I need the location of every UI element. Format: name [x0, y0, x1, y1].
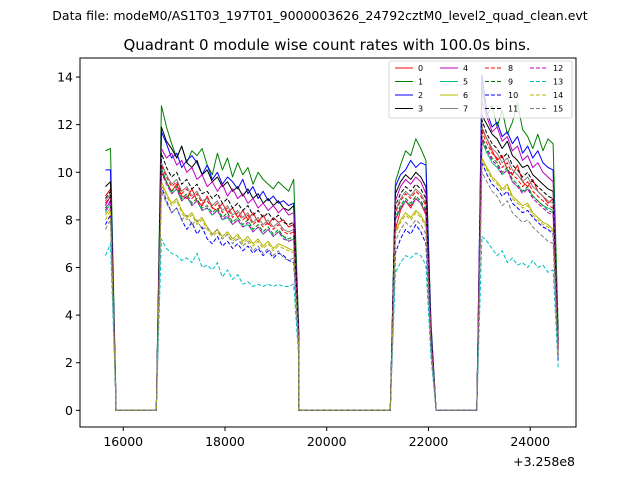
legend-frame [388, 60, 573, 119]
y-tick-label: 0 [65, 403, 73, 418]
axes-frame [79, 57, 577, 428]
y-tick-label: 6 [65, 260, 73, 275]
legend-label-12: 12 [553, 64, 563, 73]
x-axis: 16000 18000 20000 22000 24000 [103, 427, 550, 449]
x-tick-label: 22000 [409, 434, 449, 449]
x-tick-label: 24000 [510, 434, 550, 449]
series-line-11 [104, 119, 559, 411]
x-tick-label: 20000 [307, 434, 347, 449]
series-line-12 [104, 138, 559, 411]
series-line-13 [104, 236, 559, 411]
legend-label-6: 6 [463, 91, 468, 100]
legend-label-3: 3 [418, 105, 423, 114]
legend-label-10: 10 [508, 91, 518, 100]
legend-label-4: 4 [463, 64, 468, 73]
series-line-6 [104, 157, 559, 411]
y-tick-label: 10 [57, 165, 73, 180]
series-layer [104, 74, 559, 411]
legend-label-8: 8 [508, 64, 513, 73]
x-tick-label: 16000 [103, 434, 143, 449]
series-line-7 [104, 126, 559, 411]
legend-label-5: 5 [463, 78, 468, 87]
y-axis: 0 2 4 6 8 10 12 14 [57, 70, 80, 418]
series-line-8 [104, 131, 559, 411]
series-line-2 [105, 74, 559, 411]
y-tick-label: 14 [57, 70, 73, 85]
legend-label-0: 0 [418, 64, 423, 73]
y-tick-label: 2 [65, 355, 73, 370]
legend-label-7: 7 [463, 105, 468, 114]
legend-label-15: 15 [553, 105, 563, 114]
series-line-4 [104, 100, 559, 411]
legend-label-14: 14 [553, 91, 563, 100]
series-line-10 [104, 162, 559, 411]
y-tick-label: 12 [57, 117, 73, 132]
legend-label-1: 1 [418, 78, 423, 87]
y-tick-label: 8 [65, 212, 73, 227]
series-line-14 [104, 159, 559, 411]
legend-label-9: 9 [508, 78, 513, 87]
chart-title: Quadrant 0 module wise count rates with … [123, 36, 530, 54]
series-line-15 [104, 171, 559, 411]
series-line-9 [104, 136, 559, 411]
legend-label-13: 13 [553, 78, 563, 87]
x-offset-text: +3.258e8 [513, 454, 575, 469]
series-line-3 [105, 114, 559, 411]
y-tick-label: 4 [65, 308, 73, 323]
legend-label-2: 2 [418, 91, 423, 100]
figure-suptitle: Data file: modeM0/AS1T03_197T01_90000036… [52, 8, 587, 23]
x-tick-label: 18000 [205, 434, 245, 449]
legend-label-11: 11 [508, 105, 518, 114]
